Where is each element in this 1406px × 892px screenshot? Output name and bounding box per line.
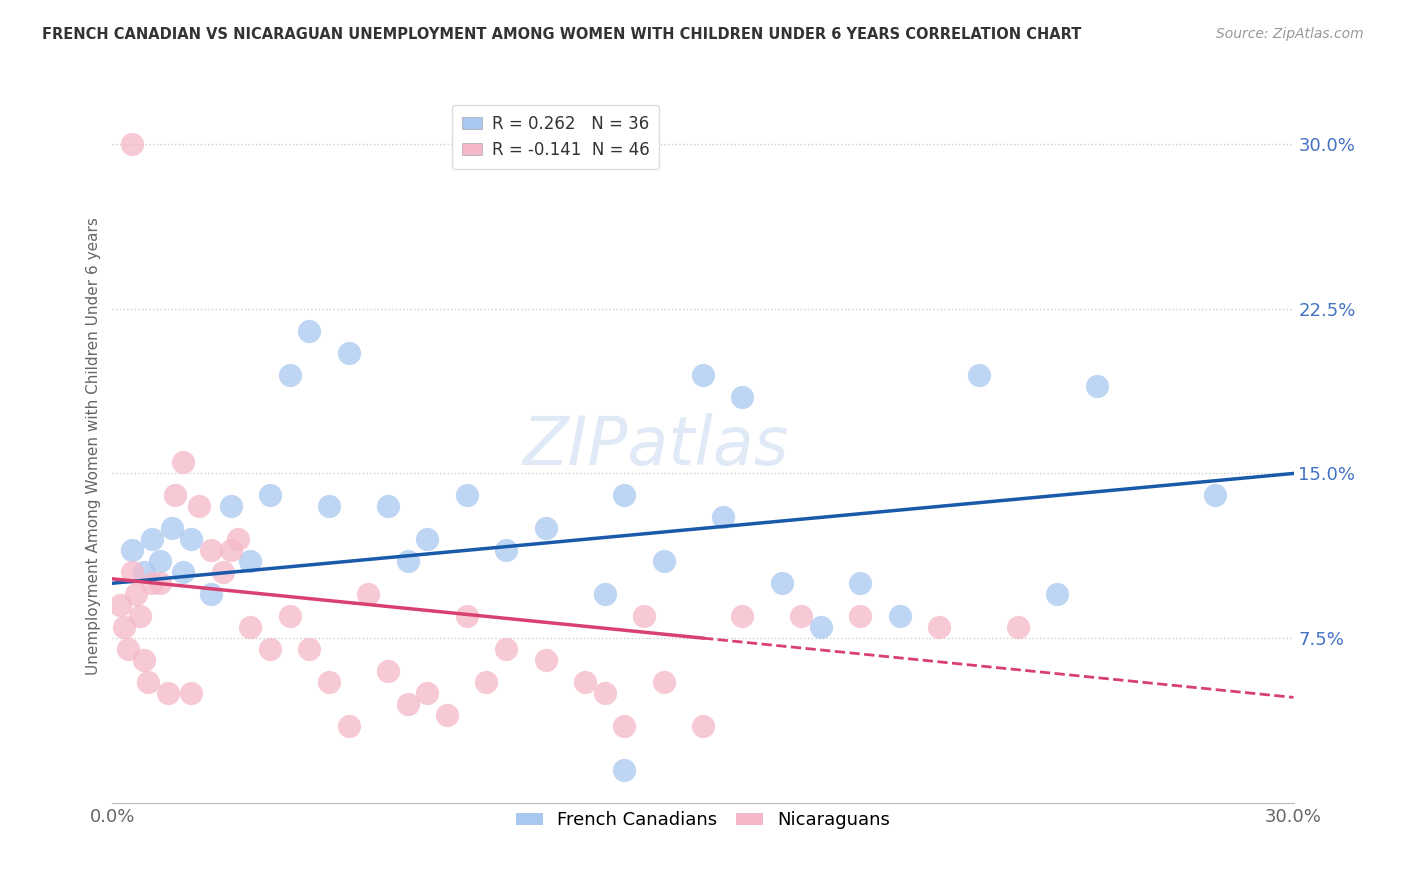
Point <box>121 543 143 558</box>
Point <box>574 675 596 690</box>
Point <box>377 500 399 514</box>
Point <box>180 533 202 547</box>
Point <box>121 566 143 580</box>
Point <box>188 500 211 514</box>
Point <box>110 598 132 612</box>
Point <box>125 587 148 601</box>
Point <box>149 576 172 591</box>
Point <box>711 510 734 524</box>
Point <box>495 642 517 657</box>
Point <box>200 543 222 558</box>
Point <box>239 554 262 568</box>
Point <box>141 576 163 591</box>
Point <box>810 620 832 634</box>
Point <box>475 675 498 690</box>
Point <box>141 533 163 547</box>
Point <box>633 609 655 624</box>
Point <box>613 763 636 777</box>
Point <box>534 653 557 667</box>
Point <box>129 609 152 624</box>
Point <box>1007 620 1029 634</box>
Point <box>259 642 281 657</box>
Point <box>377 664 399 678</box>
Point <box>278 609 301 624</box>
Point <box>928 620 950 634</box>
Legend: French Canadians, Nicaraguans: French Canadians, Nicaraguans <box>509 805 897 837</box>
Point <box>396 697 419 711</box>
Point <box>228 533 250 547</box>
Point <box>416 686 439 700</box>
Point <box>149 554 172 568</box>
Point <box>456 488 478 502</box>
Point <box>165 488 187 502</box>
Point <box>1085 378 1108 392</box>
Point <box>132 566 155 580</box>
Point <box>1204 488 1226 502</box>
Point <box>396 554 419 568</box>
Point <box>692 368 714 382</box>
Point <box>889 609 911 624</box>
Point <box>849 609 872 624</box>
Point <box>121 137 143 152</box>
Point <box>180 686 202 700</box>
Point <box>613 488 636 502</box>
Point <box>593 686 616 700</box>
Point <box>200 587 222 601</box>
Point <box>318 675 340 690</box>
Point <box>613 719 636 733</box>
Point <box>172 455 194 469</box>
Point <box>416 533 439 547</box>
Point <box>318 500 340 514</box>
Point <box>652 554 675 568</box>
Point <box>1046 587 1069 601</box>
Point <box>731 609 754 624</box>
Text: ZIPatlas: ZIPatlas <box>523 413 789 479</box>
Point <box>593 587 616 601</box>
Point <box>298 324 321 338</box>
Point <box>211 566 233 580</box>
Point <box>337 719 360 733</box>
Point <box>112 620 135 634</box>
Point <box>156 686 179 700</box>
Point <box>652 675 675 690</box>
Point <box>160 521 183 535</box>
Point <box>357 587 380 601</box>
Point <box>136 675 159 690</box>
Point <box>278 368 301 382</box>
Point <box>436 708 458 723</box>
Point <box>967 368 990 382</box>
Point <box>117 642 139 657</box>
Point <box>534 521 557 535</box>
Text: FRENCH CANADIAN VS NICARAGUAN UNEMPLOYMENT AMONG WOMEN WITH CHILDREN UNDER 6 YEA: FRENCH CANADIAN VS NICARAGUAN UNEMPLOYME… <box>42 27 1081 42</box>
Text: Source: ZipAtlas.com: Source: ZipAtlas.com <box>1216 27 1364 41</box>
Point <box>692 719 714 733</box>
Point <box>337 345 360 359</box>
Point <box>132 653 155 667</box>
Point <box>219 543 242 558</box>
Point <box>731 390 754 404</box>
Point <box>790 609 813 624</box>
Point <box>298 642 321 657</box>
Point <box>239 620 262 634</box>
Point <box>219 500 242 514</box>
Point <box>456 609 478 624</box>
Point <box>495 543 517 558</box>
Point <box>770 576 793 591</box>
Point <box>259 488 281 502</box>
Point <box>849 576 872 591</box>
Y-axis label: Unemployment Among Women with Children Under 6 years: Unemployment Among Women with Children U… <box>86 217 101 675</box>
Point <box>172 566 194 580</box>
